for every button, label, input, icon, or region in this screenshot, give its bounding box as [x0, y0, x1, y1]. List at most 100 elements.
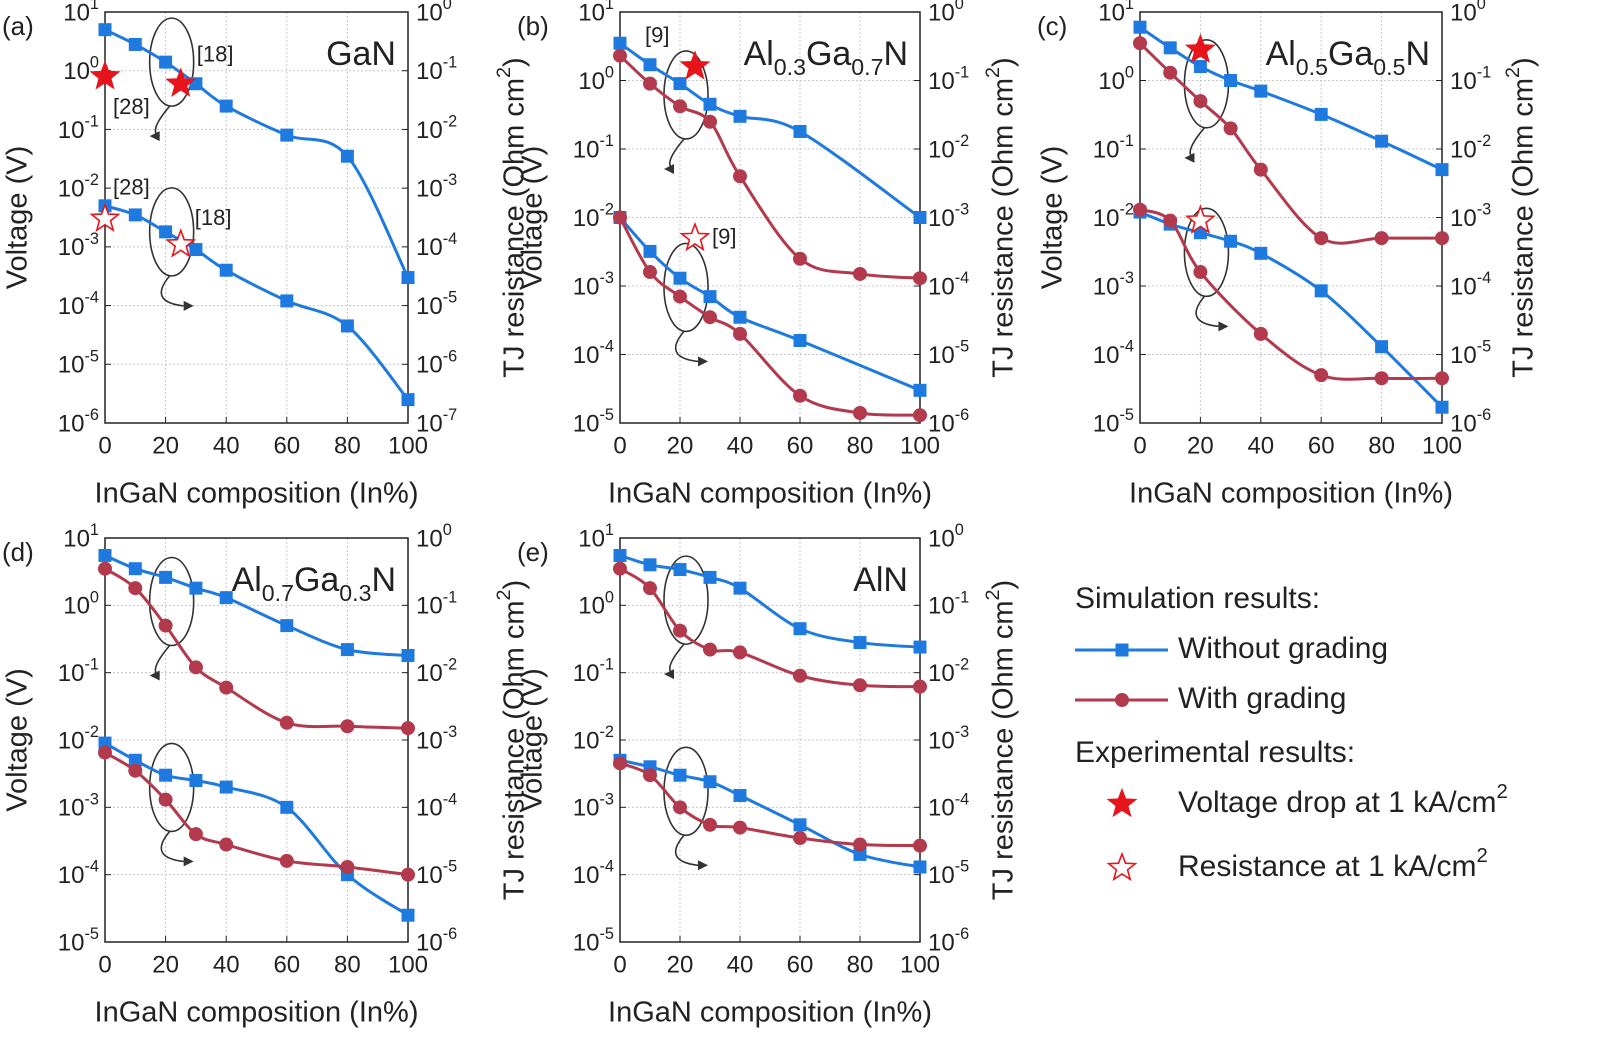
y2-tick-label: 10-4 [928, 791, 969, 822]
marker-circle [613, 561, 627, 576]
marker-square [793, 125, 807, 139]
marker-square [128, 562, 142, 576]
y2-tick-label: 10-6 [416, 348, 457, 379]
x-tick-label: 80 [1368, 432, 1395, 459]
marker-circle [188, 660, 203, 675]
y-tick-label: 100 [1098, 64, 1134, 95]
marker-square [219, 780, 233, 794]
y2-tick-label: 10-6 [1450, 406, 1491, 437]
marker-square [673, 563, 687, 577]
x-tick-label: 100 [900, 951, 940, 978]
marker-square [913, 211, 927, 224]
x-tick-label: 0 [98, 951, 111, 978]
x-tick-label: 100 [388, 951, 428, 978]
y2-tick-label: 100 [416, 521, 452, 552]
y-tick-label: 10-1 [58, 113, 99, 144]
panel-label: (e) [517, 537, 549, 567]
y2-axis-title: TJ resistance (Ohm cm2) [982, 57, 1019, 377]
marker-circle [703, 642, 717, 657]
y-tick-label: 100 [63, 54, 99, 85]
y-axis-title: Voltage (V) [517, 668, 549, 811]
arrow-head [183, 300, 194, 311]
marker-square [913, 383, 927, 397]
marker-star [165, 67, 197, 97]
marker-circle [1193, 265, 1208, 280]
marker-square [98, 736, 112, 750]
marker-square [1435, 163, 1449, 177]
marker-square [673, 768, 687, 782]
panel-label: (d) [2, 537, 34, 567]
marker-square [703, 97, 717, 111]
y2-tick-label: 10-3 [1450, 201, 1491, 232]
marker-circle [1133, 36, 1147, 51]
marker-square [793, 818, 807, 832]
plot-frame [619, 537, 921, 943]
marker-square [1254, 246, 1268, 260]
y2-tick-label: 10-4 [928, 269, 969, 300]
marker-circle [1314, 368, 1329, 383]
y-axis-title: Voltage (V) [2, 146, 34, 289]
marker-square [733, 109, 747, 123]
x-tick-label: 20 [152, 951, 179, 978]
y2-tick-label: 10-4 [416, 230, 457, 261]
y-tick-label: 10-4 [58, 858, 99, 889]
marker-circle [673, 800, 687, 815]
marker-star [1106, 787, 1138, 818]
marker-circle [340, 859, 355, 874]
marker-square [128, 208, 142, 222]
marker-square [613, 36, 627, 50]
marker-square [128, 753, 142, 767]
marker-star [1184, 204, 1216, 234]
x-tick-label: 60 [787, 951, 814, 978]
marker-square [1375, 134, 1389, 148]
y2-tick-label: 10-4 [416, 791, 457, 822]
panel-label: (b) [517, 11, 549, 41]
marker-circle [853, 266, 867, 281]
marker-square [1133, 20, 1147, 34]
highlight-ellipse [1183, 207, 1230, 298]
panel-title: Al0.3Ga0.7N [744, 35, 908, 80]
arrow-head [698, 356, 708, 367]
marker-circle [733, 169, 747, 184]
marker-square [98, 23, 112, 37]
marker-square [280, 128, 294, 142]
y2-tick-label: 10-5 [1450, 338, 1491, 369]
x-axis-title: InGaN composition (In%) [608, 997, 932, 1029]
y-tick-label: 10-5 [1093, 406, 1134, 437]
marker-square [1224, 234, 1238, 248]
marker-square [128, 37, 142, 51]
y2-tick-label: 10-5 [928, 858, 969, 889]
y-tick-label: 100 [578, 589, 614, 620]
x-axis-title: InGaN composition (In%) [1129, 478, 1453, 510]
marker-circle [1253, 162, 1268, 177]
marker-circle [913, 838, 927, 853]
y-tick-label: 10-3 [573, 269, 614, 300]
marker-square [401, 271, 415, 285]
marker-circle [703, 114, 717, 129]
y-tick-label: 10-2 [573, 201, 614, 232]
y2-tick-label: 100 [416, 0, 452, 26]
y2-tick-label: 10-2 [416, 656, 457, 687]
marker-circle [643, 581, 657, 596]
y2-tick-label: 10-4 [1450, 269, 1491, 300]
x-tick-label: 100 [900, 432, 940, 459]
legend-label: Without grading [1178, 632, 1388, 665]
marker-square [1314, 107, 1328, 121]
marker-square [1115, 643, 1129, 657]
y2-tick-label: 10-5 [416, 289, 457, 320]
x-tick-label: 80 [334, 951, 361, 978]
legend-label: Resistance at 1 kA/cm2 [1178, 845, 1488, 883]
x-tick-label: 40 [213, 432, 240, 459]
y-tick-label: 10-2 [58, 171, 99, 202]
x-tick-label: 60 [1308, 432, 1335, 459]
highlight-ellipse [148, 187, 195, 277]
x-tick-label: 100 [1422, 432, 1462, 459]
y-tick-label: 10-4 [58, 289, 99, 320]
marker-circle [793, 668, 807, 683]
y2-axis-title: TJ resistance (Ohm cm2) [493, 57, 530, 377]
marker-square [189, 581, 203, 595]
highlight-ellipse [663, 555, 709, 645]
y-tick-label: 10-5 [573, 925, 614, 956]
y-tick-label: 10-4 [1093, 338, 1134, 369]
